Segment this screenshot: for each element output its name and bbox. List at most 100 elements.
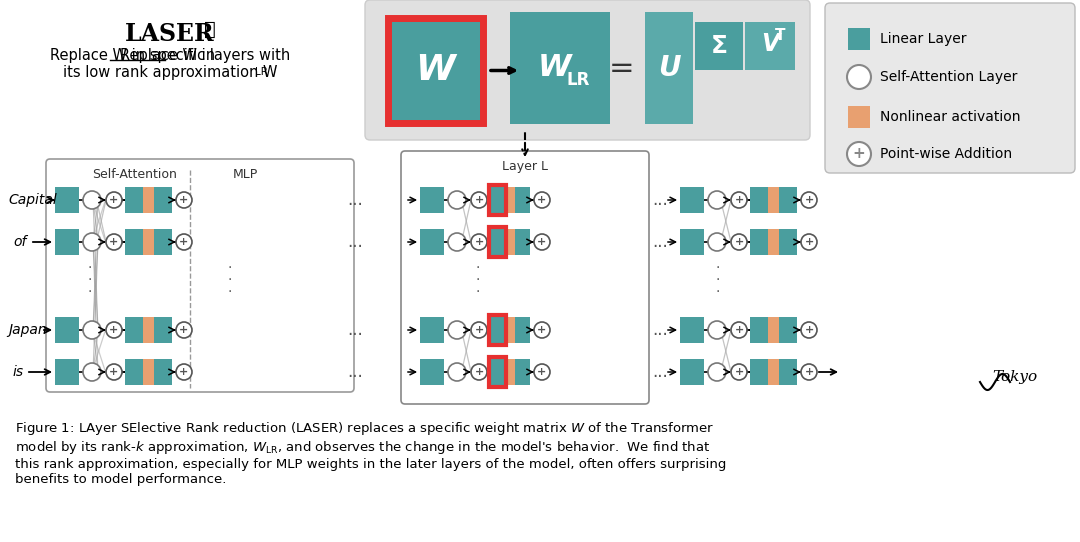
Text: +: + xyxy=(474,195,484,205)
Text: is: is xyxy=(13,365,24,379)
Circle shape xyxy=(731,322,747,338)
Text: ·
·
·: · · · xyxy=(87,261,92,299)
FancyBboxPatch shape xyxy=(154,187,172,213)
Circle shape xyxy=(708,191,726,209)
Text: W: W xyxy=(538,54,571,82)
Circle shape xyxy=(731,192,747,208)
Text: +: + xyxy=(805,325,813,335)
Text: =: = xyxy=(609,54,635,82)
Circle shape xyxy=(448,191,465,209)
Circle shape xyxy=(83,233,102,251)
Circle shape xyxy=(106,364,122,380)
Text: MLP: MLP xyxy=(232,168,258,181)
FancyBboxPatch shape xyxy=(420,187,444,213)
Circle shape xyxy=(83,363,102,381)
Circle shape xyxy=(83,321,102,339)
FancyBboxPatch shape xyxy=(768,359,779,385)
Text: Linear Layer: Linear Layer xyxy=(880,32,967,46)
Text: +: + xyxy=(805,237,813,247)
Text: Replace W in: Replace W in xyxy=(120,48,220,63)
Text: ...: ... xyxy=(652,233,667,251)
FancyBboxPatch shape xyxy=(515,229,530,255)
Circle shape xyxy=(534,364,550,380)
Text: +: + xyxy=(538,367,546,377)
FancyBboxPatch shape xyxy=(143,229,154,255)
Text: +: + xyxy=(852,146,865,162)
FancyBboxPatch shape xyxy=(55,187,79,213)
FancyBboxPatch shape xyxy=(125,229,143,255)
Circle shape xyxy=(83,191,102,209)
FancyBboxPatch shape xyxy=(680,229,704,255)
Circle shape xyxy=(106,234,122,250)
Text: +: + xyxy=(109,367,119,377)
FancyBboxPatch shape xyxy=(825,3,1075,173)
Circle shape xyxy=(471,192,487,208)
FancyBboxPatch shape xyxy=(125,317,143,343)
Text: LR: LR xyxy=(566,71,590,89)
Text: Self-Attention Layer: Self-Attention Layer xyxy=(880,70,1017,84)
FancyBboxPatch shape xyxy=(143,359,154,385)
Circle shape xyxy=(534,192,550,208)
Text: +: + xyxy=(734,367,744,377)
Text: +: + xyxy=(805,367,813,377)
Circle shape xyxy=(731,234,747,250)
FancyBboxPatch shape xyxy=(489,315,507,345)
FancyBboxPatch shape xyxy=(365,0,810,140)
Text: its low rank approximation W: its low rank approximation W xyxy=(63,65,278,80)
FancyBboxPatch shape xyxy=(768,317,779,343)
Text: LR: LR xyxy=(255,67,268,77)
Circle shape xyxy=(176,192,192,208)
Text: Σ: Σ xyxy=(711,34,728,58)
Circle shape xyxy=(448,321,465,339)
Text: ...: ... xyxy=(347,191,363,209)
Text: Tokyo: Tokyo xyxy=(993,370,1038,384)
Text: ...: ... xyxy=(652,191,667,209)
Text: LASER: LASER xyxy=(125,22,215,46)
FancyBboxPatch shape xyxy=(779,187,797,213)
FancyBboxPatch shape xyxy=(154,359,172,385)
FancyBboxPatch shape xyxy=(515,187,530,213)
Text: Nonlinear activation: Nonlinear activation xyxy=(880,110,1021,124)
FancyBboxPatch shape xyxy=(515,359,530,385)
FancyBboxPatch shape xyxy=(680,317,704,343)
Circle shape xyxy=(471,364,487,380)
Circle shape xyxy=(731,364,747,380)
Circle shape xyxy=(801,234,816,250)
Text: +: + xyxy=(179,237,189,247)
FancyBboxPatch shape xyxy=(420,359,444,385)
FancyBboxPatch shape xyxy=(420,229,444,255)
Text: Self-Attention: Self-Attention xyxy=(93,168,177,181)
Text: of: of xyxy=(13,235,26,249)
Circle shape xyxy=(708,321,726,339)
Circle shape xyxy=(471,234,487,250)
FancyBboxPatch shape xyxy=(750,187,768,213)
Text: U: U xyxy=(658,54,680,82)
FancyBboxPatch shape xyxy=(55,229,79,255)
Circle shape xyxy=(448,233,465,251)
Text: +: + xyxy=(538,195,546,205)
Text: +: + xyxy=(474,325,484,335)
Text: +: + xyxy=(109,237,119,247)
Text: V: V xyxy=(761,32,779,56)
Circle shape xyxy=(801,364,816,380)
Text: Figure 1: LAyer SElective Rank reduction (LASER) replaces a specific weight matr: Figure 1: LAyer SElective Rank reduction… xyxy=(15,420,727,486)
FancyBboxPatch shape xyxy=(143,317,154,343)
Circle shape xyxy=(847,65,870,89)
Circle shape xyxy=(176,234,192,250)
FancyBboxPatch shape xyxy=(507,317,515,343)
Text: Point-wise Addition: Point-wise Addition xyxy=(880,147,1012,161)
FancyBboxPatch shape xyxy=(507,187,515,213)
Circle shape xyxy=(106,192,122,208)
FancyBboxPatch shape xyxy=(745,22,795,70)
Circle shape xyxy=(176,322,192,338)
Text: +: + xyxy=(805,195,813,205)
Text: +: + xyxy=(109,195,119,205)
FancyBboxPatch shape xyxy=(768,229,779,255)
Text: ...: ... xyxy=(652,321,667,339)
Text: ...: ... xyxy=(347,321,363,339)
FancyBboxPatch shape xyxy=(489,357,507,387)
Text: +: + xyxy=(734,237,744,247)
FancyBboxPatch shape xyxy=(680,187,704,213)
Text: +: + xyxy=(474,237,484,247)
Text: 🖊: 🖊 xyxy=(204,20,216,39)
